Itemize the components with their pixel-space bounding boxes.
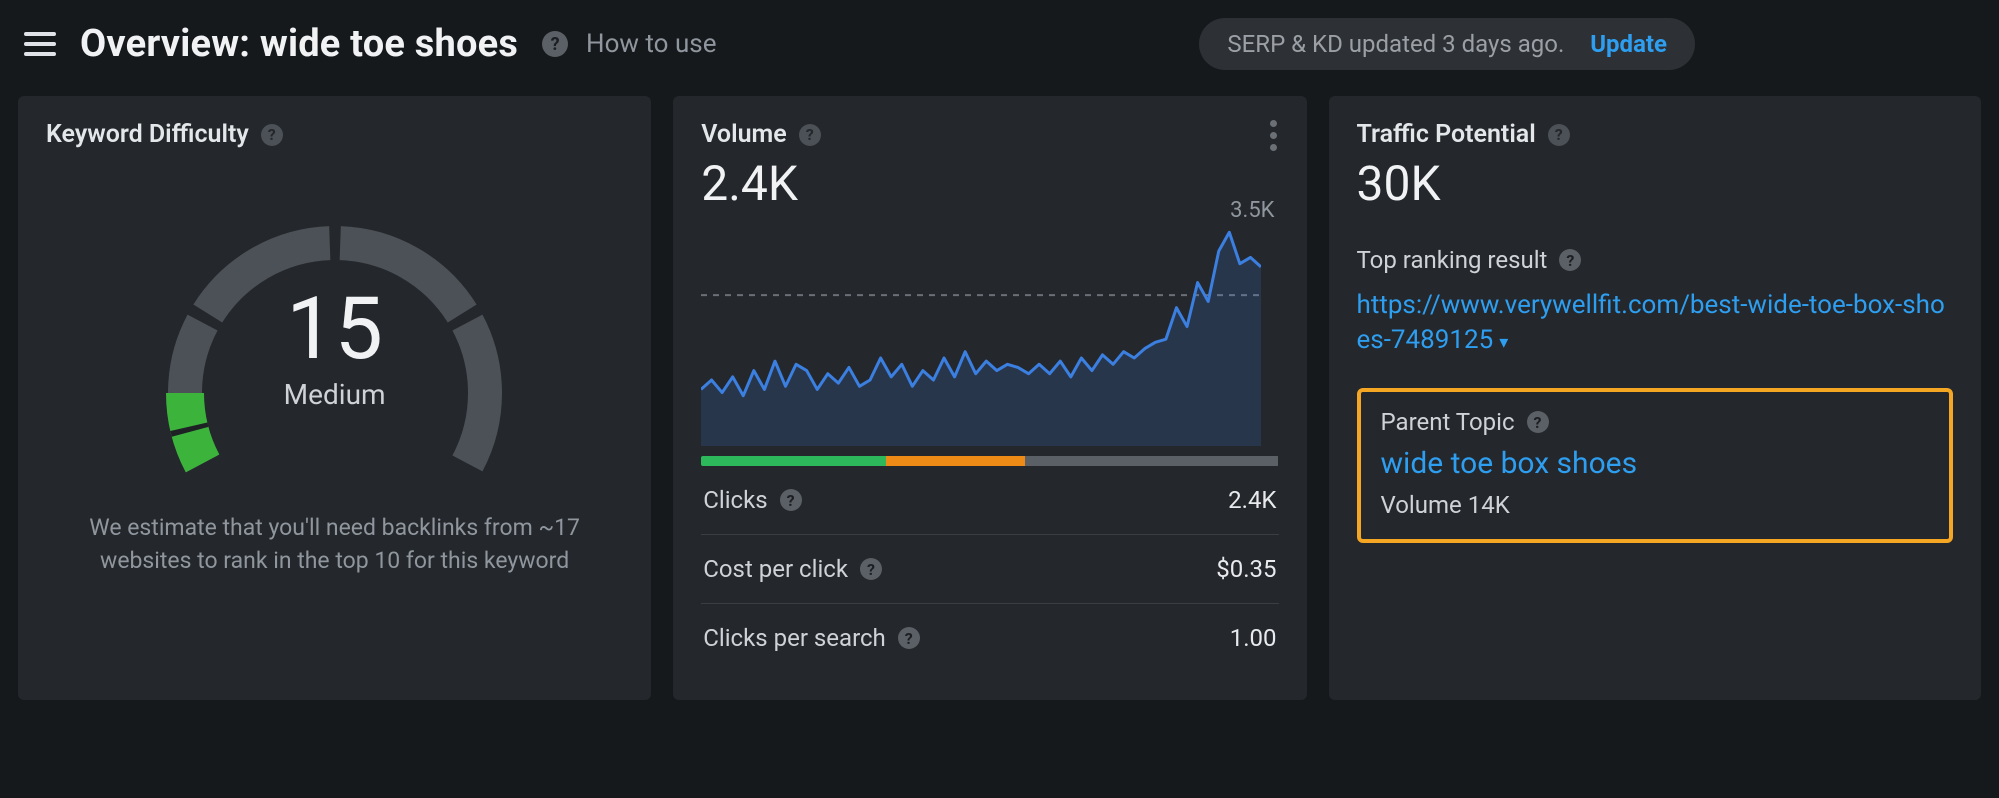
top-ranking-url-text: https://www.verywellfit.com/best-wide-to… <box>1357 290 1945 355</box>
volume-trend-chart <box>701 226 1261 446</box>
traffic-potential-card: Traffic Potential ? 30K Top ranking resu… <box>1329 96 1982 700</box>
parent-topic-box: Parent Topic ? wide toe box shoes Volume… <box>1357 388 1954 543</box>
kebab-menu-icon[interactable] <box>1263 120 1285 151</box>
tp-value: 30K <box>1357 155 1954 212</box>
help-icon[interactable]: ? <box>542 31 568 57</box>
metric-label: Clicks per search <box>703 624 886 652</box>
how-to-use-link[interactable]: How to use <box>586 29 716 59</box>
kd-score: 15 <box>286 286 383 372</box>
parent-topic-link[interactable]: wide toe box shoes <box>1381 446 1930 481</box>
top-ranking-label: Top ranking result <box>1357 246 1548 274</box>
kd-level-label: Medium <box>284 378 386 411</box>
keyword-difficulty-card: Keyword Difficulty ? 15 Medium We estima… <box>18 96 651 700</box>
volume-distribution-bar <box>701 456 1278 466</box>
parent-topic-label: Parent Topic <box>1381 408 1515 436</box>
metric-row: Clicks per search? 1.00 <box>701 604 1278 672</box>
help-icon[interactable]: ? <box>261 124 283 146</box>
metric-value: $0.35 <box>1216 555 1276 583</box>
menu-icon[interactable] <box>24 32 56 56</box>
help-icon[interactable]: ? <box>799 124 821 146</box>
volume-title: Volume <box>701 120 786 149</box>
parent-topic-volume: Volume 14K <box>1381 491 1930 519</box>
volume-chart-max: 3.5K <box>1230 198 1274 223</box>
update-pill: SERP & KD updated 3 days ago. Update <box>1199 18 1695 70</box>
metric-label: Clicks <box>703 486 767 514</box>
update-link[interactable]: Update <box>1590 30 1667 58</box>
distribution-segment <box>886 456 1025 466</box>
page-title: Overview: wide toe shoes <box>80 22 518 66</box>
caret-down-icon: ▾ <box>1499 332 1508 353</box>
help-icon[interactable]: ? <box>860 558 882 580</box>
metric-value: 2.4K <box>1228 486 1276 514</box>
help-icon[interactable]: ? <box>898 627 920 649</box>
metric-row: Clicks? 2.4K <box>701 466 1278 535</box>
help-icon[interactable]: ? <box>1559 249 1581 271</box>
distribution-segment <box>1025 456 1279 466</box>
update-status-text: SERP & KD updated 3 days ago. <box>1227 30 1564 58</box>
help-icon[interactable]: ? <box>1548 124 1570 146</box>
volume-value: 2.4K <box>701 155 1278 212</box>
help-icon[interactable]: ? <box>1527 411 1549 433</box>
metric-row: Cost per click? $0.35 <box>701 535 1278 604</box>
top-ranking-url[interactable]: https://www.verywellfit.com/best-wide-to… <box>1357 288 1954 358</box>
metric-label: Cost per click <box>703 555 848 583</box>
kd-description: We estimate that you'll need backlinks f… <box>56 511 613 578</box>
kd-title: Keyword Difficulty <box>46 120 249 149</box>
help-icon[interactable]: ? <box>780 489 802 511</box>
volume-card: Volume ? 2.4K 3.5K Clicks? 2.4K Cost per c… <box>673 96 1306 700</box>
metric-value: 1.00 <box>1230 624 1277 652</box>
distribution-segment <box>701 456 886 466</box>
tp-title: Traffic Potential <box>1357 120 1536 149</box>
